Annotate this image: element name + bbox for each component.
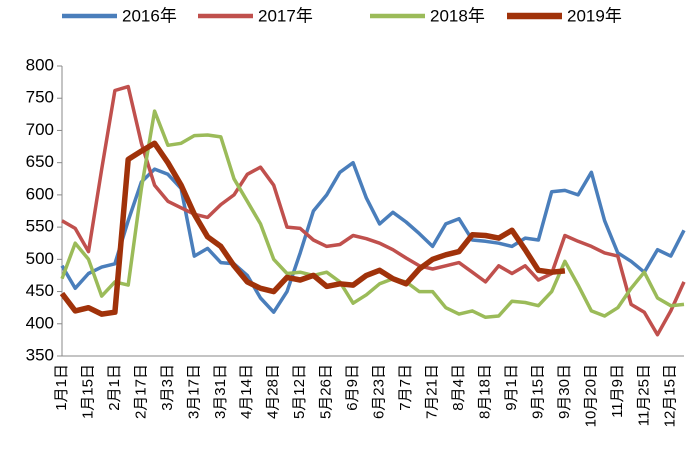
legend-label: 2019年: [567, 6, 622, 25]
x-tick-label: 11月25日: [635, 364, 652, 426]
y-tick-label: 400: [26, 313, 54, 332]
series-line: [60, 160, 686, 314]
x-tick-label: 4月14日: [238, 364, 255, 419]
x-tick-label: 3月3日: [159, 364, 176, 411]
legend-label: 2016年: [122, 6, 177, 25]
x-tick-label: 6月9日: [344, 364, 361, 411]
x-tick-label: 12月15日: [662, 364, 679, 427]
legend-label: 2017年: [258, 6, 313, 25]
y-tick-label: 500: [26, 249, 54, 268]
x-tick-label: 6月23日: [371, 364, 388, 419]
x-tick-label: 2月17日: [132, 364, 149, 419]
y-tick-label: 350: [26, 345, 54, 364]
y-tick-label: 650: [26, 152, 54, 171]
series-line: [59, 140, 566, 317]
x-tick-label: 1月15日: [79, 364, 96, 419]
x-tick-label: 8月4日: [450, 364, 467, 411]
x-tick-label: 4月28日: [265, 364, 282, 419]
x-tick-label: 2月1日: [106, 364, 123, 411]
x-tick-label: 11月9日: [609, 364, 626, 418]
legend-label: 2018年: [430, 6, 485, 25]
y-tick-label: 700: [26, 120, 54, 139]
x-tick-label: 1月1日: [53, 364, 70, 411]
x-tick-label: 3月31日: [212, 364, 229, 419]
x-tick-label: 5月26日: [318, 364, 335, 419]
y-tick-label: 750: [26, 88, 54, 107]
x-tick-label: 10月20日: [582, 364, 599, 427]
x-tick-label: 9月15日: [529, 364, 546, 419]
series-line: [60, 109, 685, 320]
y-tick-label: 550: [26, 217, 54, 236]
y-tick-label: 800: [26, 55, 54, 74]
x-tick-label: 9月30日: [556, 364, 573, 419]
x-tick-label: 7月21日: [424, 364, 441, 419]
series-line: [61, 84, 686, 337]
x-tick-label: 9月1日: [503, 364, 520, 411]
y-tick-label: 600: [26, 184, 54, 203]
x-tick-label: 7月7日: [397, 364, 414, 411]
x-tick-label: 5月12日: [291, 364, 308, 419]
x-tick-label: 8月18日: [476, 364, 493, 419]
x-tick-label: 3月17日: [185, 364, 202, 419]
y-tick-label: 450: [26, 281, 54, 300]
